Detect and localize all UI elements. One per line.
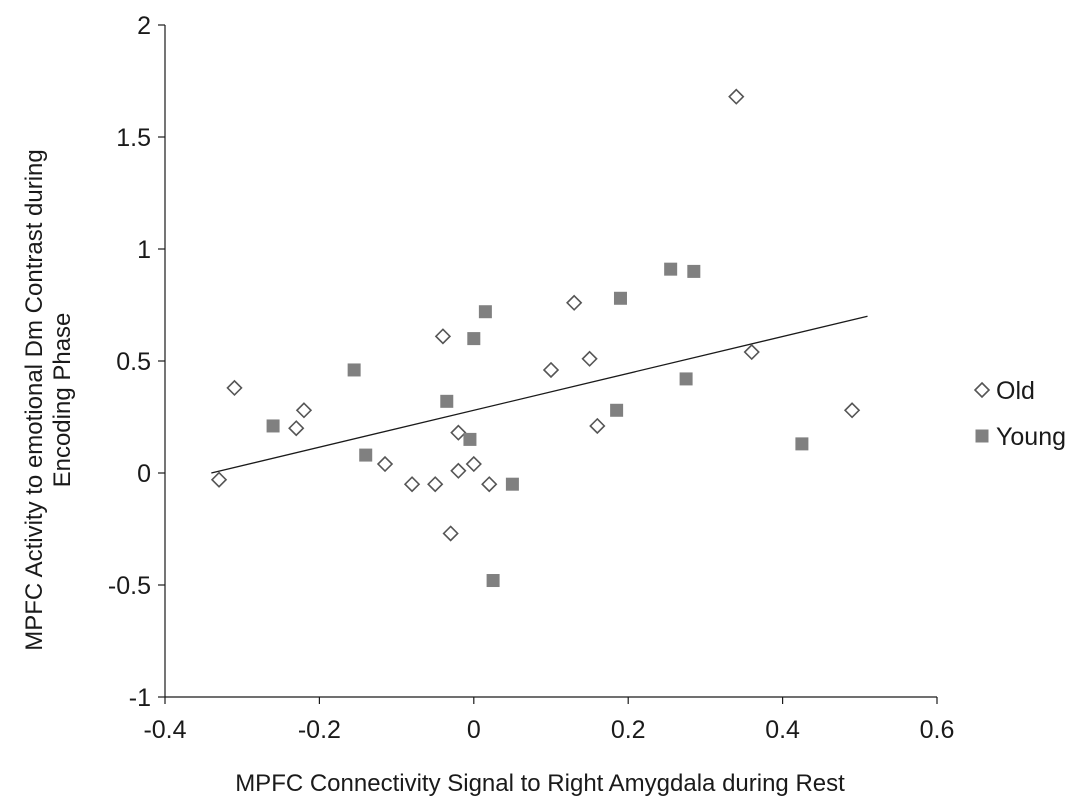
young-point bbox=[614, 292, 627, 305]
y-tick-label: 1 bbox=[137, 236, 151, 264]
trendline-group bbox=[211, 316, 867, 473]
x-tick-label: 0.6 bbox=[920, 716, 955, 744]
old-point bbox=[297, 403, 311, 417]
old-point bbox=[482, 477, 496, 491]
old-point bbox=[436, 329, 450, 343]
young-point bbox=[359, 449, 372, 462]
axes: -1 -0.5 0 0.5 1 1.5 2 -0.4 -0.2 0 0.2 0.4 0.6 bbox=[108, 12, 954, 744]
young-point bbox=[664, 263, 677, 276]
old-point bbox=[845, 403, 859, 417]
legend-marker-young bbox=[976, 430, 989, 443]
old-point bbox=[451, 464, 465, 478]
y-tick-label: 0 bbox=[137, 460, 151, 488]
y-axis-title: MPFC Activity to emotional Dm Contrast d… bbox=[21, 149, 76, 651]
old-point bbox=[451, 426, 465, 440]
y-tick-label: -1 bbox=[129, 684, 151, 712]
young-point bbox=[463, 433, 476, 446]
young-point bbox=[487, 574, 500, 587]
old-point bbox=[544, 363, 558, 377]
young-point bbox=[440, 395, 453, 408]
y-tick-label: 2 bbox=[137, 12, 151, 40]
old-point bbox=[378, 457, 392, 471]
legend-label-young: Young bbox=[996, 423, 1066, 451]
old-point bbox=[590, 419, 604, 433]
y-tick-label: -0.5 bbox=[108, 572, 151, 600]
x-tick-label: 0.2 bbox=[611, 716, 646, 744]
legend-label-old: Old bbox=[996, 377, 1035, 405]
old-point bbox=[745, 345, 759, 359]
old-point bbox=[467, 457, 481, 471]
old-point bbox=[428, 477, 442, 491]
young-point bbox=[467, 332, 480, 345]
young-point bbox=[506, 478, 519, 491]
old-point bbox=[212, 473, 226, 487]
old-point bbox=[227, 381, 241, 395]
young-point bbox=[610, 404, 623, 417]
x-tick-label: 0 bbox=[467, 716, 481, 744]
y-axis-title-line-1: MPFC Activity to emotional Dm Contrast d… bbox=[21, 149, 48, 651]
legend-marker-old bbox=[975, 383, 989, 397]
young-point bbox=[680, 372, 693, 385]
young-point bbox=[348, 363, 361, 376]
young-point bbox=[479, 305, 492, 318]
old-point bbox=[583, 352, 597, 366]
y-tick-label: 1.5 bbox=[116, 124, 151, 152]
old-point bbox=[405, 477, 419, 491]
old-point bbox=[444, 526, 458, 540]
legend: Old Young bbox=[975, 377, 1066, 451]
data-points bbox=[212, 90, 859, 587]
y-axis-title-line-2: Encoding Phase bbox=[49, 313, 76, 488]
x-tick-label: -0.4 bbox=[143, 716, 186, 744]
young-point bbox=[795, 437, 808, 450]
trendline bbox=[211, 316, 867, 473]
old-point bbox=[729, 90, 743, 104]
old-point bbox=[567, 296, 581, 310]
x-tick-label: -0.2 bbox=[298, 716, 341, 744]
young-point bbox=[267, 419, 280, 432]
x-axis-title: MPFC Connectivity Signal to Right Amygda… bbox=[235, 770, 845, 797]
young-point bbox=[687, 265, 700, 278]
x-tick-label: 0.4 bbox=[765, 716, 800, 744]
old-point bbox=[289, 421, 303, 435]
y-tick-label: 0.5 bbox=[116, 348, 151, 376]
